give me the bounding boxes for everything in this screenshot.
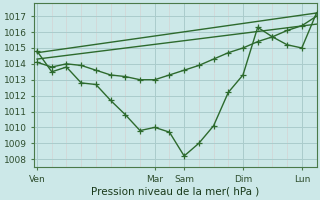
X-axis label: Pression niveau de la mer( hPa ): Pression niveau de la mer( hPa ) bbox=[91, 187, 260, 197]
